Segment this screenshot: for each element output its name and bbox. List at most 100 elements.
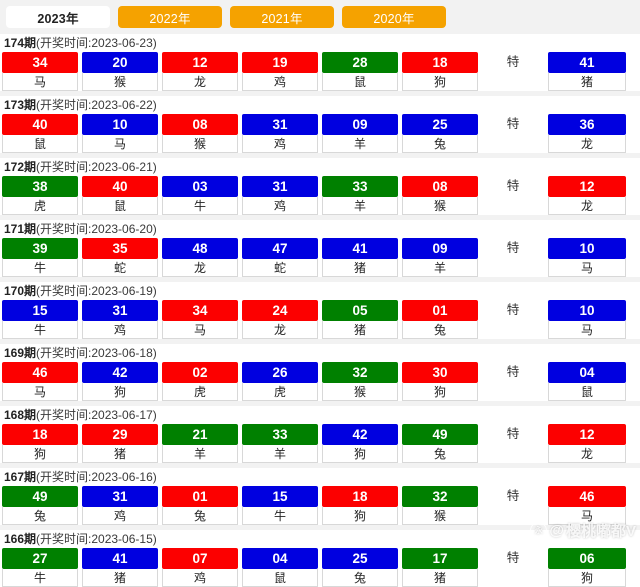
- number-cell: 18 狗: [2, 424, 78, 463]
- special-zodiac-label: 猪: [548, 73, 626, 91]
- zodiac-label: 羊: [322, 135, 398, 153]
- zodiac-label: 兔: [162, 507, 238, 525]
- number-ball: 41: [322, 238, 398, 259]
- period-header: 173期(开奖时间:2023-06-22): [0, 96, 640, 114]
- zodiac-label: 马: [2, 73, 78, 91]
- draw-row: 173期(开奖时间:2023-06-22) 40 鼠 10 马 08 猴 31 鸡 09 羊 25 兔特…: [0, 96, 640, 153]
- number-cell: 40 鼠: [2, 114, 78, 153]
- number-cell: 31 鸡: [242, 114, 318, 153]
- number-cell: 30 狗: [402, 362, 478, 401]
- number-cell: 08 猴: [162, 114, 238, 153]
- year-tab-2022[interactable]: 2022年: [118, 6, 222, 28]
- zodiac-label: 蛇: [82, 259, 158, 277]
- zodiac-label: 鸡: [82, 321, 158, 339]
- special-label: 特: [506, 365, 520, 379]
- special-zodiac-label: 马: [548, 259, 626, 277]
- zodiac-label: 牛: [2, 259, 78, 277]
- number-ball: 46: [2, 362, 78, 383]
- special-zodiac-label: 狗: [548, 569, 626, 587]
- special-number-cell: 10 马: [548, 238, 626, 277]
- special-separator: 特: [482, 300, 544, 321]
- number-cell: 01 兔: [162, 486, 238, 525]
- period-number: 166期: [4, 532, 37, 546]
- zodiac-label: 虎: [162, 383, 238, 401]
- number-ball: 03: [162, 176, 238, 197]
- number-ball: 09: [322, 114, 398, 135]
- row-separator: [0, 525, 640, 530]
- number-cell: 17 猪: [402, 548, 478, 587]
- number-cell: 26 虎: [242, 362, 318, 401]
- number-ball: 09: [402, 238, 478, 259]
- zodiac-label: 狗: [322, 507, 398, 525]
- number-ball: 34: [2, 52, 78, 73]
- number-strip: 38 虎 40 鼠 03 牛 31 鸡 33 羊 08 猴 特 12 龙: [0, 176, 640, 215]
- period-number: 167期: [4, 470, 37, 484]
- number-ball: 32: [322, 362, 398, 383]
- number-ball: 49: [402, 424, 478, 445]
- zodiac-label: 猴: [402, 507, 478, 525]
- special-zodiac-label: 马: [548, 507, 626, 525]
- special-label: 特: [506, 489, 520, 503]
- zodiac-label: 兔: [322, 569, 398, 587]
- zodiac-label: 兔: [402, 445, 478, 463]
- zodiac-label: 鸡: [242, 135, 318, 153]
- number-ball: 26: [242, 362, 318, 383]
- period-header: 168期(开奖时间:2023-06-17): [0, 406, 640, 424]
- special-number-cell: 04 鼠: [548, 362, 626, 401]
- special-label: 特: [506, 303, 520, 317]
- number-cell: 02 虎: [162, 362, 238, 401]
- period-number: 174期: [4, 36, 37, 50]
- number-cell: 21 羊: [162, 424, 238, 463]
- zodiac-label: 羊: [242, 445, 318, 463]
- number-ball: 25: [322, 548, 398, 569]
- special-number-ball: 06: [548, 548, 626, 569]
- number-cell: 34 马: [2, 52, 78, 91]
- number-cell: 28 鼠: [322, 52, 398, 91]
- special-zodiac-label: 龙: [548, 197, 626, 215]
- zodiac-label: 猴: [322, 383, 398, 401]
- period-header: 171期(开奖时间:2023-06-20): [0, 220, 640, 238]
- number-cell: 04 鼠: [242, 548, 318, 587]
- special-separator: 特: [482, 362, 544, 383]
- special-number-cell: 12 龙: [548, 424, 626, 463]
- number-ball: 18: [402, 52, 478, 73]
- special-number-ball: 04: [548, 362, 626, 383]
- row-separator: [0, 215, 640, 220]
- number-strip: 49 兔 31 鸡 01 兔 15 牛 18 狗 32 猴特 46 马: [0, 486, 640, 525]
- year-tab-2021[interactable]: 2021年: [230, 6, 334, 28]
- number-ball: 31: [242, 176, 318, 197]
- zodiac-label: 猪: [322, 321, 398, 339]
- zodiac-label: 鼠: [242, 569, 318, 587]
- zodiac-label: 鼠: [322, 73, 398, 91]
- zodiac-label: 狗: [2, 445, 78, 463]
- zodiac-label: 牛: [2, 321, 78, 339]
- number-ball: 49: [2, 486, 78, 507]
- number-cell: 32 猴: [402, 486, 478, 525]
- special-number-ball: 12: [548, 424, 626, 445]
- period-draw-time: (开奖时间:2023-06-15): [36, 532, 157, 546]
- number-ball: 04: [242, 548, 318, 569]
- number-cell: 47 蛇: [242, 238, 318, 277]
- special-zodiac-label: 龙: [548, 445, 626, 463]
- zodiac-label: 羊: [162, 445, 238, 463]
- zodiac-label: 鸡: [242, 197, 318, 215]
- zodiac-label: 龙: [242, 321, 318, 339]
- number-ball: 25: [402, 114, 478, 135]
- number-cell: 35 蛇: [82, 238, 158, 277]
- number-cell: 42 狗: [322, 424, 398, 463]
- zodiac-label: 牛: [242, 507, 318, 525]
- special-number-cell: 12 龙: [548, 176, 626, 215]
- special-separator: 特: [482, 52, 544, 73]
- number-ball: 42: [322, 424, 398, 445]
- year-tab-2020[interactable]: 2020年: [342, 6, 446, 28]
- year-tab-2023[interactable]: 2023年: [6, 6, 110, 28]
- number-cell: 38 虎: [2, 176, 78, 215]
- number-ball: 39: [2, 238, 78, 259]
- number-cell: 25 兔: [322, 548, 398, 587]
- number-cell: 07 鸡: [162, 548, 238, 587]
- row-separator: [0, 91, 640, 96]
- number-cell: 15 牛: [242, 486, 318, 525]
- number-ball: 08: [402, 176, 478, 197]
- number-cell: 19 鸡: [242, 52, 318, 91]
- draw-results-list: 174期(开奖时间:2023-06-23) 34 马 20 猴 12 龙 19 鸡 28 鼠 18 狗特…: [0, 34, 640, 587]
